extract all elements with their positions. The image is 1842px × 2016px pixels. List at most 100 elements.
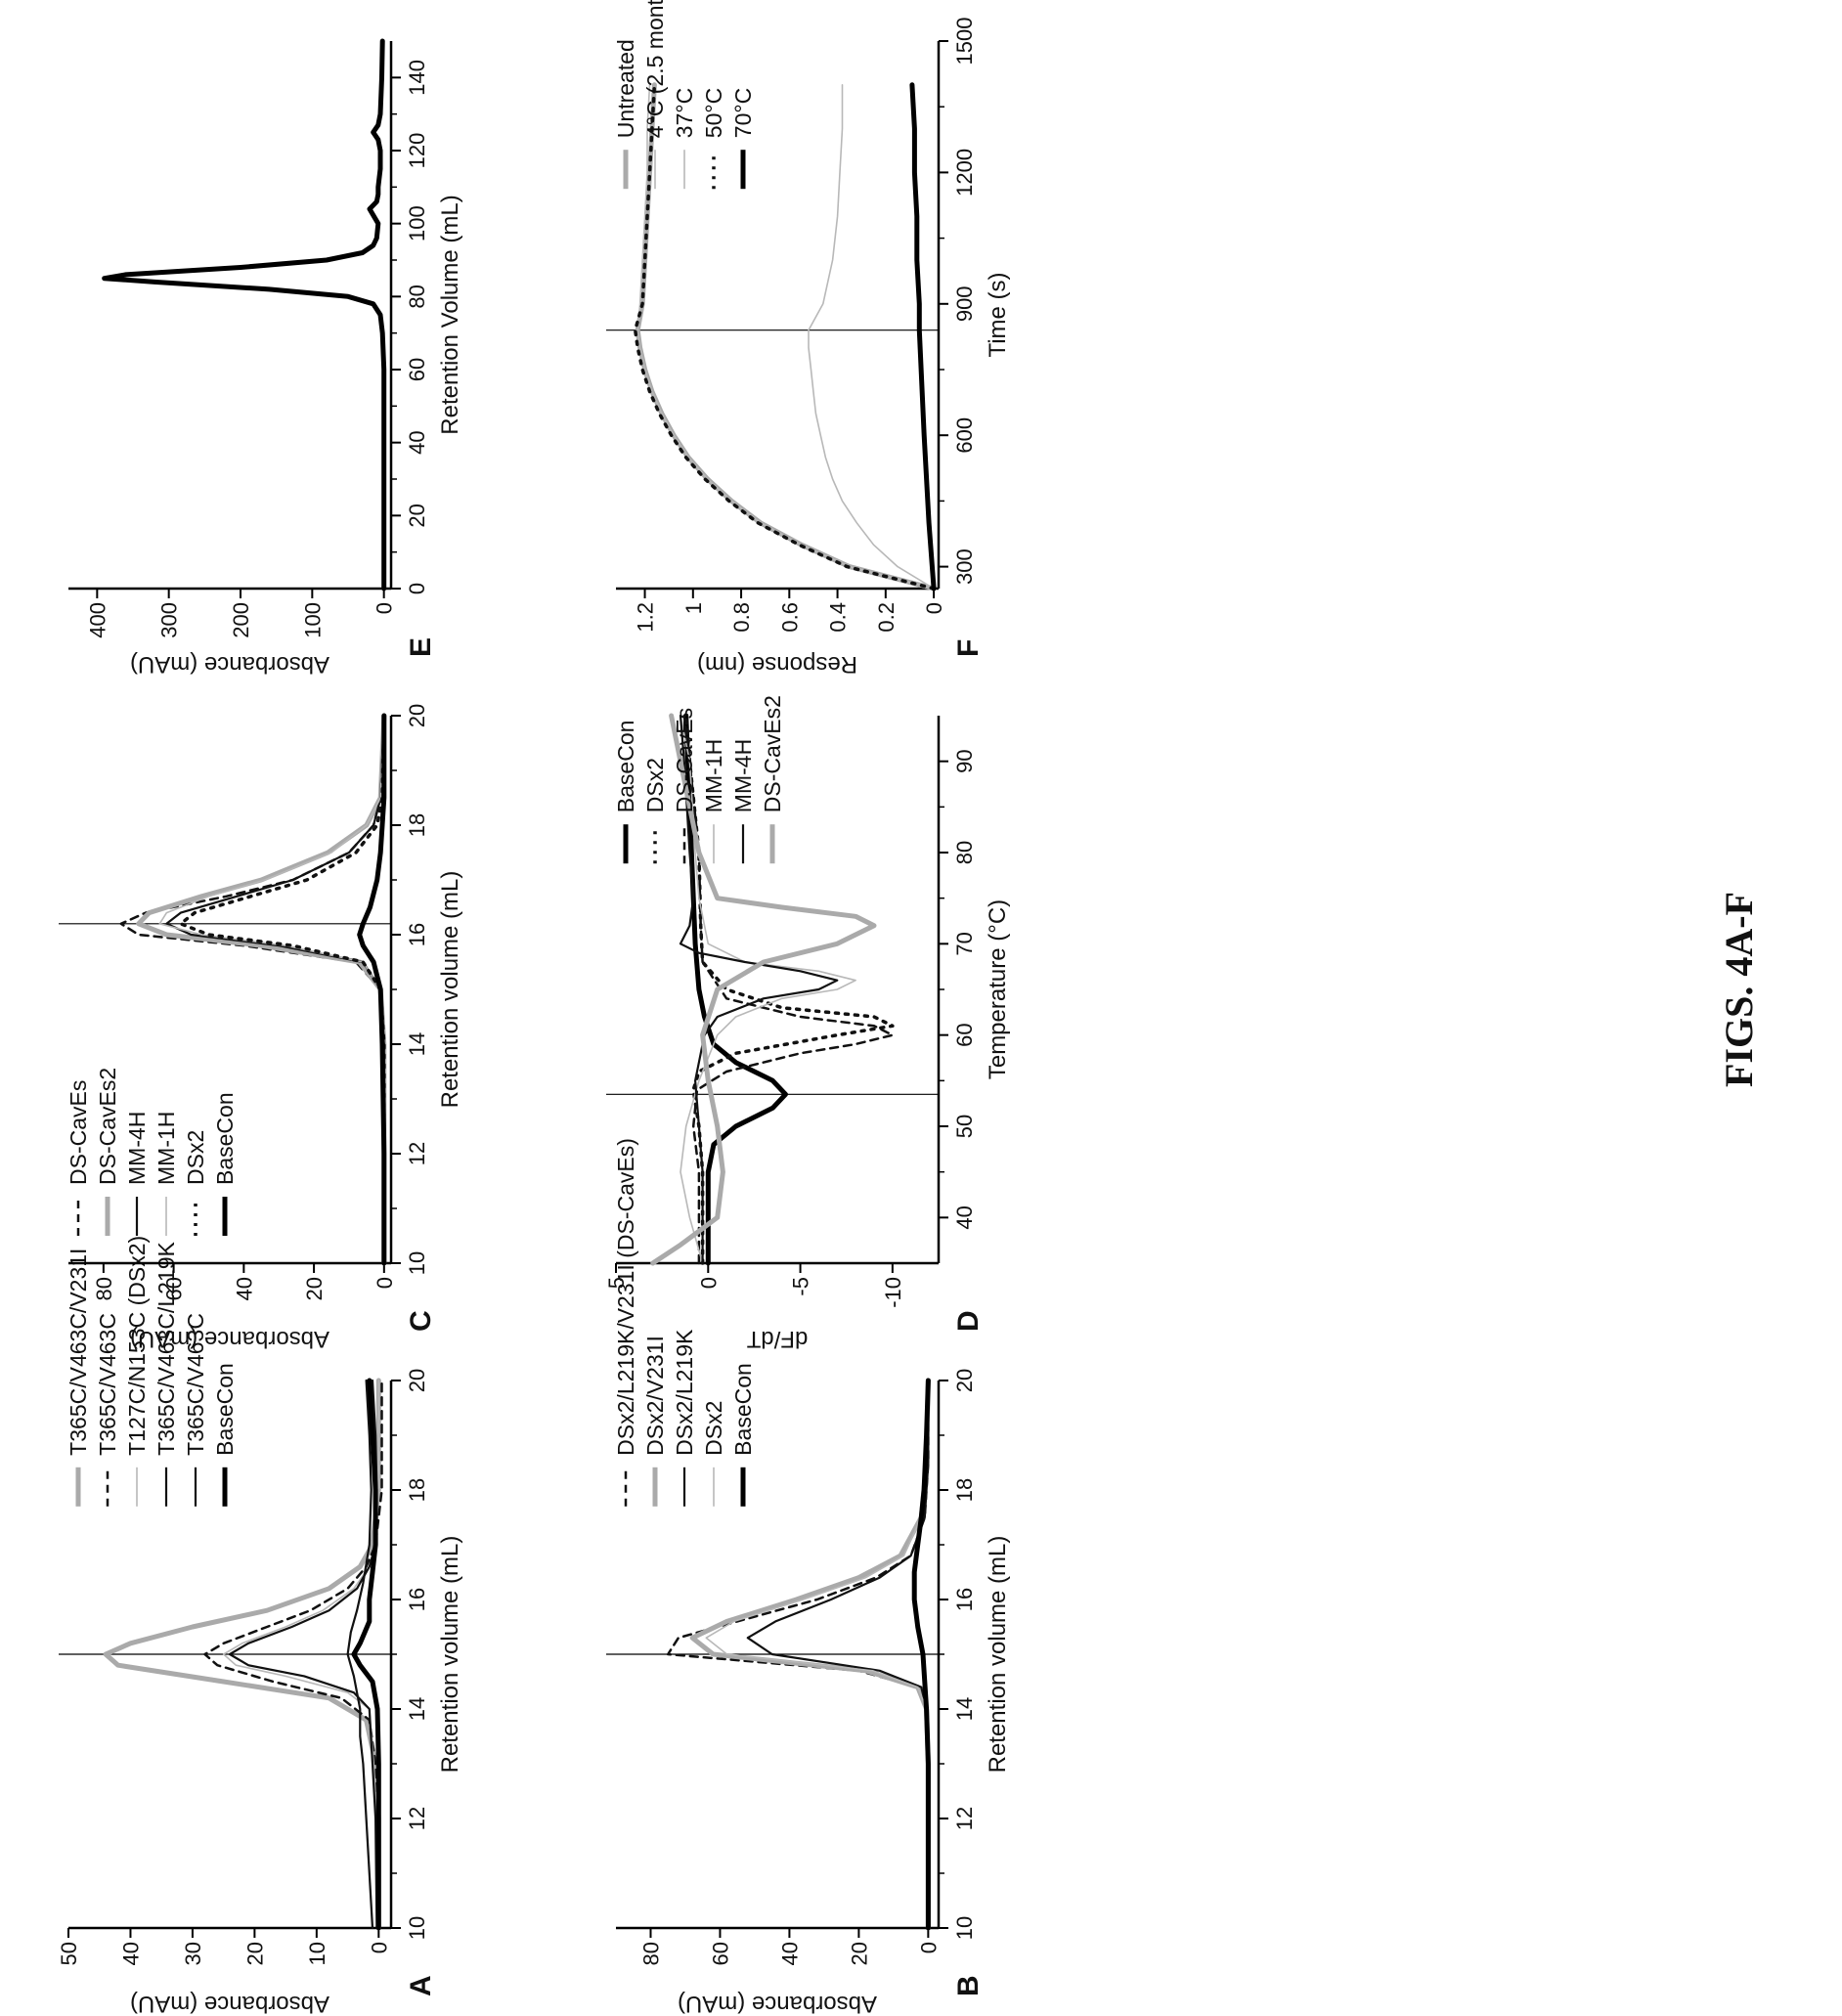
legend-label: T365C/V463C (183, 1313, 208, 1456)
y-tick-label: 0 (373, 1277, 397, 1289)
chart-panel-c: C 10 12 14 16 18 20 0 20 40 60 80 Retention volume (… (59, 704, 463, 1352)
legend-label: DSx2 (183, 1130, 208, 1185)
legend-label: BaseCon (212, 1363, 238, 1456)
legend-label: 4°C (2.5 months) (642, 0, 668, 138)
legend-label: DSx2/V231I (642, 1336, 668, 1456)
y-tick-label: 80 (638, 1942, 663, 1965)
y-tick-label: 1.2 (634, 602, 658, 633)
series-line-a-5 (351, 1378, 381, 1931)
y-tick-label: 5 (604, 1277, 629, 1289)
x-axis-label: Time (s) (985, 272, 1011, 357)
x-tick-label: 16 (405, 923, 429, 946)
y-tick-label: 0 (916, 1942, 941, 1953)
chart-panel-e: E 0 20 40 60 80 100 120 140 0 100 200 300 400 Retentio… (68, 38, 463, 678)
y-axis-label: Absorbance (mAU) (130, 1991, 329, 2016)
y-tick-label: 20 (242, 1942, 267, 1965)
y-tick-label: -10 (881, 1277, 905, 1308)
y-tick-label: 40 (232, 1277, 256, 1300)
legend-label: BaseCon (730, 1363, 756, 1456)
y-tick-label: 20 (847, 1942, 871, 1965)
x-tick-label: 12 (405, 1807, 429, 1830)
y-tick-label: 1 (681, 602, 706, 614)
panel-label-c: C (405, 1310, 437, 1332)
legend-label: MM-4H (124, 1112, 150, 1185)
y-tick-label: 0 (367, 1942, 391, 1953)
y-axis-label: Absorbance (mAU) (130, 1326, 329, 1352)
legend-label: BaseCon (212, 1092, 238, 1185)
y-tick-label: 200 (229, 602, 253, 638)
series-line-d-0 (683, 713, 788, 1266)
x-tick-label: 10 (952, 1916, 977, 1940)
legend-label: MM-1H (701, 739, 726, 812)
x-tick-label: 900 (952, 285, 977, 322)
legend-label: T365C/V463C/L219K (154, 1241, 179, 1455)
x-tick-label: 20 (405, 704, 429, 727)
series-line-a-4 (346, 1379, 374, 1930)
legend-label: DS-CavEs2 (760, 695, 785, 812)
series-line-d-2 (682, 714, 895, 1265)
legend-label: DS-CavEs (66, 1080, 91, 1185)
x-tick-label: 16 (952, 1588, 977, 1611)
x-tick-label: 20 (405, 504, 429, 527)
y-tick-label: 0 (373, 602, 397, 614)
x-tick-label: 16 (405, 1588, 429, 1611)
y-tick-label: 60 (162, 1277, 187, 1300)
x-tick-label: 1500 (952, 18, 977, 66)
x-tick-label: 10 (405, 1251, 429, 1275)
x-tick-label: 40 (405, 430, 429, 454)
y-tick-label: 0 (922, 602, 946, 614)
series-line-f-2 (808, 84, 935, 590)
series-line-d-4 (679, 714, 839, 1265)
x-tick-label: 1200 (952, 149, 977, 197)
x-axis-label: Retention volume (mL) (437, 871, 463, 1109)
x-tick-label: 12 (952, 1807, 977, 1830)
series-line-f-3 (633, 83, 936, 591)
legend-label: MM-1H (154, 1112, 179, 1185)
panel-label-a: A (405, 1975, 437, 1996)
legend-label: T365C/V463C/V231I (66, 1249, 91, 1456)
x-axis-label: Retention volume (mL) (985, 1536, 1011, 1774)
y-axis-label: dF/dT (746, 1326, 808, 1352)
legend-label: 37°C (672, 88, 697, 138)
legend-label: T365C/V463C (95, 1313, 120, 1456)
series-line-f-4 (909, 82, 937, 592)
y-tick-label: 40 (777, 1942, 802, 1965)
x-tick-label: 600 (952, 417, 977, 454)
series-line-f-0 (635, 82, 937, 592)
x-axis-label: Temperature (°C) (985, 899, 1011, 1079)
legend-label: 70°C (730, 88, 756, 138)
x-axis-label: Retention volume (mL) (437, 1536, 463, 1774)
y-tick-label: 100 (300, 602, 325, 638)
legend-label: T127C/N153C (DSx2) (124, 1236, 150, 1456)
x-tick-label: 14 (405, 1697, 429, 1721)
x-tick-label: 18 (405, 1478, 429, 1502)
x-tick-label: 70 (952, 932, 977, 955)
y-axis-label: Response (nm) (697, 651, 857, 678)
y-tick-label: 80 (92, 1277, 116, 1300)
y-tick-label: 400 (85, 602, 110, 638)
x-tick-label: 60 (952, 1023, 977, 1046)
panel-label-d: D (952, 1310, 985, 1332)
x-axis-label: Retention Volume (mL) (437, 195, 463, 434)
x-tick-label: 300 (952, 548, 977, 585)
series-line-b-4 (911, 1378, 931, 1931)
y-tick-label: 40 (118, 1942, 143, 1965)
series-line-c-4 (179, 714, 386, 1265)
x-tick-label: 50 (952, 1115, 977, 1138)
y-tick-label: 0.2 (874, 602, 899, 633)
y-tick-label: 50 (57, 1942, 81, 1965)
x-tick-label: 14 (405, 1032, 429, 1056)
y-tick-label: 0.4 (826, 602, 851, 633)
x-tick-label: 14 (952, 1697, 977, 1721)
x-tick-label: 18 (405, 813, 429, 837)
y-tick-label: 300 (157, 602, 182, 638)
y-tick-label: 20 (302, 1277, 327, 1300)
chart-panel-b: B 10 12 14 16 18 20 0 20 40 60 80 Retention volume (… (606, 1138, 1011, 2016)
series-line-f-1 (636, 84, 935, 590)
y-tick-label: 60 (708, 1942, 732, 1965)
x-tick-label: 20 (952, 1369, 977, 1392)
x-tick-label: 12 (405, 1142, 429, 1165)
legend-label: DSx2 (701, 1401, 726, 1456)
